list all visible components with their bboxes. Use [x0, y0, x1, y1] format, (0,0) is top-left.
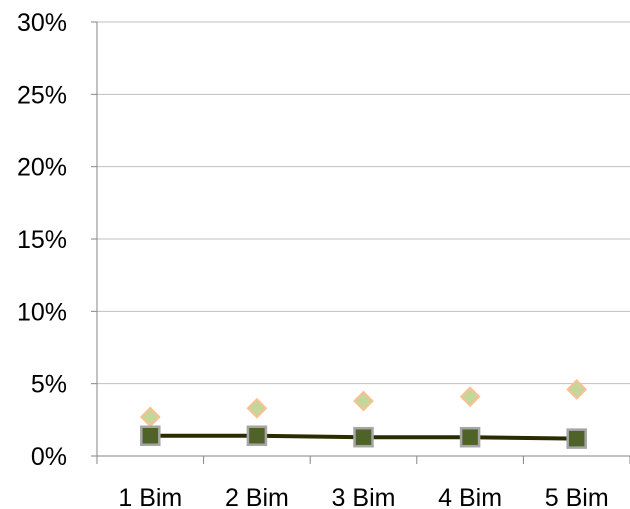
data-point-square — [566, 428, 587, 449]
x-tick-label: 5 Bim — [545, 484, 609, 509]
data-point-square — [459, 426, 481, 448]
axes — [91, 21, 630, 464]
data-point-diamond — [353, 390, 374, 412]
y-tick-label: 10% — [17, 298, 67, 326]
data-point-diamond — [246, 397, 268, 419]
x-tick-label: 2 Bim — [225, 484, 289, 509]
gridlines — [97, 21, 630, 385]
x-tick-label: 1 Bim — [118, 484, 182, 509]
data-point-diamond — [139, 406, 161, 428]
y-tick-label: 5% — [31, 371, 67, 399]
data-point-diamond — [459, 386, 481, 408]
x-tick-label: 3 Bim — [332, 484, 396, 509]
series-1 — [139, 379, 588, 428]
data-point-diamond — [566, 379, 588, 400]
y-tick-label: 15% — [17, 226, 67, 254]
data-point-square — [246, 425, 268, 446]
data-point-square — [353, 426, 374, 448]
data-point-square — [140, 425, 161, 446]
y-tick-label: 0% — [31, 443, 67, 471]
series — [139, 379, 588, 449]
x-tick-label: 4 Bim — [438, 484, 502, 509]
x-axis-tick-labels: 1 Bim 2 Bim 3 Bim 4 Bim 5 Bim — [118, 484, 608, 509]
y-tick-label: 25% — [17, 81, 67, 109]
y-tick-label: 30% — [17, 9, 67, 37]
series-2 — [140, 425, 587, 449]
y-axis-tick-labels: 0% 5% 10% 15% 20% 25% 30% — [17, 9, 67, 471]
y-tick-label: 20% — [17, 154, 67, 182]
